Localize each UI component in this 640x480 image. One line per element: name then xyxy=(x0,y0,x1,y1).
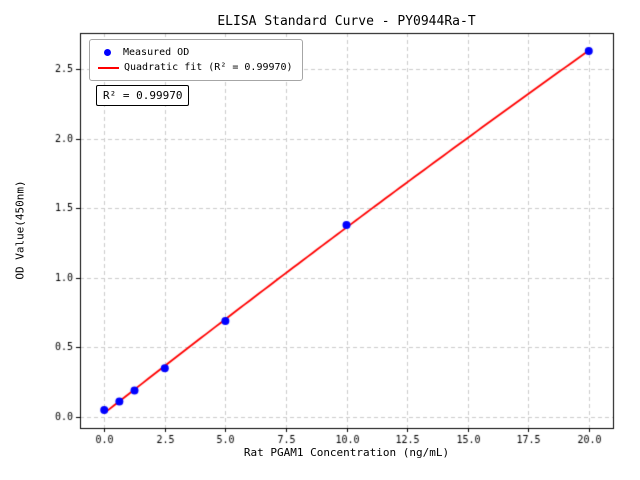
legend-label-measured-od: Measured OD xyxy=(123,47,190,58)
r-squared-annotation: R² = 0.99970 xyxy=(96,85,190,106)
scatter-marker-icon xyxy=(104,49,111,56)
y-axis-label: OD Value(450nm) xyxy=(13,180,27,280)
legend-item-quadratic-fit: Quadratic fit (R² = 0.99970) xyxy=(98,60,293,75)
chart-title: ELISA Standard Curve - PY0944Ra-T xyxy=(217,14,476,29)
line-marker-icon xyxy=(98,66,119,69)
legend-item-measured-od: Measured OD xyxy=(98,45,293,60)
legend: Measured OD Quadratic fit (R² = 0.99970) xyxy=(89,39,303,81)
x-axis-label: Rat PGAM1 Concentration (ng/mL) xyxy=(243,446,450,459)
legend-label-quadratic-fit: Quadratic fit (R² = 0.99970) xyxy=(124,62,293,73)
